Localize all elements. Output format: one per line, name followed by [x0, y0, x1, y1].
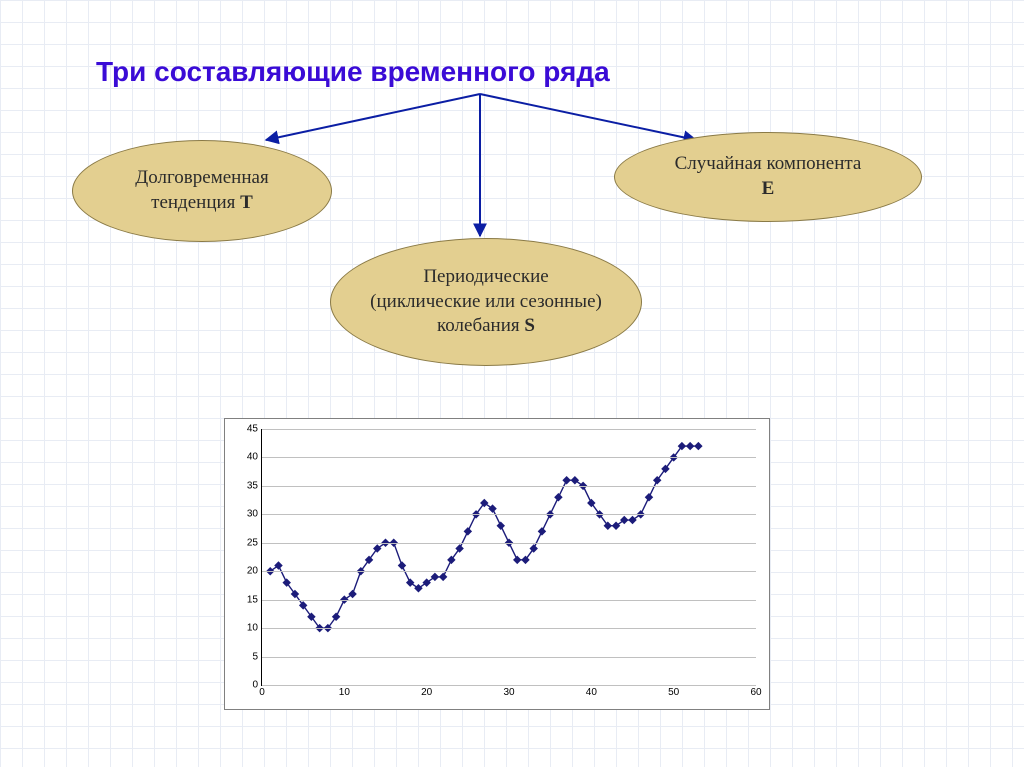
chart-marker — [497, 521, 505, 529]
chart-marker — [513, 556, 521, 564]
ellipse-trend-letter: T — [240, 192, 253, 213]
chart-gridline — [262, 571, 756, 572]
chart-marker — [488, 504, 496, 512]
ellipse-trend: Долговременная тенденция T — [72, 140, 332, 242]
chart-line — [270, 446, 698, 628]
arrow-to-left — [266, 94, 480, 140]
chart-series — [262, 429, 756, 685]
chart-marker — [464, 527, 472, 535]
chart-marker — [439, 573, 447, 581]
chart-xtick: 30 — [503, 685, 514, 698]
ellipse-seasonal-line1: Периодические — [423, 265, 548, 290]
chart-gridline — [262, 657, 756, 658]
ellipse-seasonal-line3: колебания S — [437, 314, 535, 339]
chart-marker — [628, 516, 636, 524]
ellipse-trend-line2: тенденция T — [151, 191, 253, 216]
chart-gridline — [262, 543, 756, 544]
chart-ytick: 20 — [247, 566, 262, 577]
chart-ytick: 35 — [247, 480, 262, 491]
ellipse-seasonal-line3-prefix: колебания — [437, 315, 524, 336]
chart-ytick: 40 — [247, 452, 262, 463]
chart-marker — [348, 590, 356, 598]
chart-marker — [274, 561, 282, 569]
chart-gridline — [262, 600, 756, 601]
chart-marker — [686, 442, 694, 450]
chart-gridline — [262, 514, 756, 515]
chart-gridline — [262, 486, 756, 487]
chart-ytick: 5 — [252, 651, 262, 662]
chart-gridline — [262, 457, 756, 458]
ellipse-trend-line2-prefix: тенденция — [151, 192, 240, 213]
chart-ytick: 15 — [247, 594, 262, 605]
chart-marker — [538, 527, 546, 535]
chart-marker — [422, 578, 430, 586]
ellipse-random: Случайная компонента E — [614, 132, 922, 222]
chart-marker — [571, 476, 579, 484]
chart-marker — [620, 516, 628, 524]
ellipse-seasonal-line2: (циклические или сезонные) — [370, 290, 602, 315]
chart-xtick: 10 — [339, 685, 350, 698]
chart-marker — [414, 584, 422, 592]
chart-ytick: 45 — [247, 424, 262, 435]
ellipse-random-letter: E — [762, 177, 775, 202]
chart-marker — [562, 476, 570, 484]
timeseries-chart: 0510152025303540450102030405060 — [224, 418, 770, 710]
chart-xtick: 0 — [259, 685, 265, 698]
ellipse-seasonal: Периодические (циклические или сезонные)… — [330, 238, 642, 366]
chart-marker — [645, 493, 653, 501]
chart-ytick: 25 — [247, 537, 262, 548]
chart-xtick: 60 — [750, 685, 761, 698]
chart-marker — [398, 561, 406, 569]
chart-xtick: 20 — [421, 685, 432, 698]
chart-marker — [406, 578, 414, 586]
chart-marker — [694, 442, 702, 450]
ellipse-random-line1: Случайная компонента — [675, 152, 862, 177]
chart-plot-area: 0510152025303540450102030405060 — [261, 429, 756, 686]
ellipse-trend-line1: Долговременная — [135, 166, 268, 191]
chart-ytick: 30 — [247, 509, 262, 520]
chart-gridline — [262, 429, 756, 430]
chart-marker — [431, 573, 439, 581]
chart-marker — [554, 493, 562, 501]
ellipse-seasonal-letter: S — [524, 315, 535, 336]
page-title: Три составляющие временного ряда — [96, 56, 610, 88]
chart-gridline — [262, 628, 756, 629]
chart-xtick: 40 — [586, 685, 597, 698]
chart-ytick: 10 — [247, 623, 262, 634]
chart-marker — [612, 521, 620, 529]
chart-xtick: 50 — [668, 685, 679, 698]
arrow-to-right — [480, 94, 696, 140]
